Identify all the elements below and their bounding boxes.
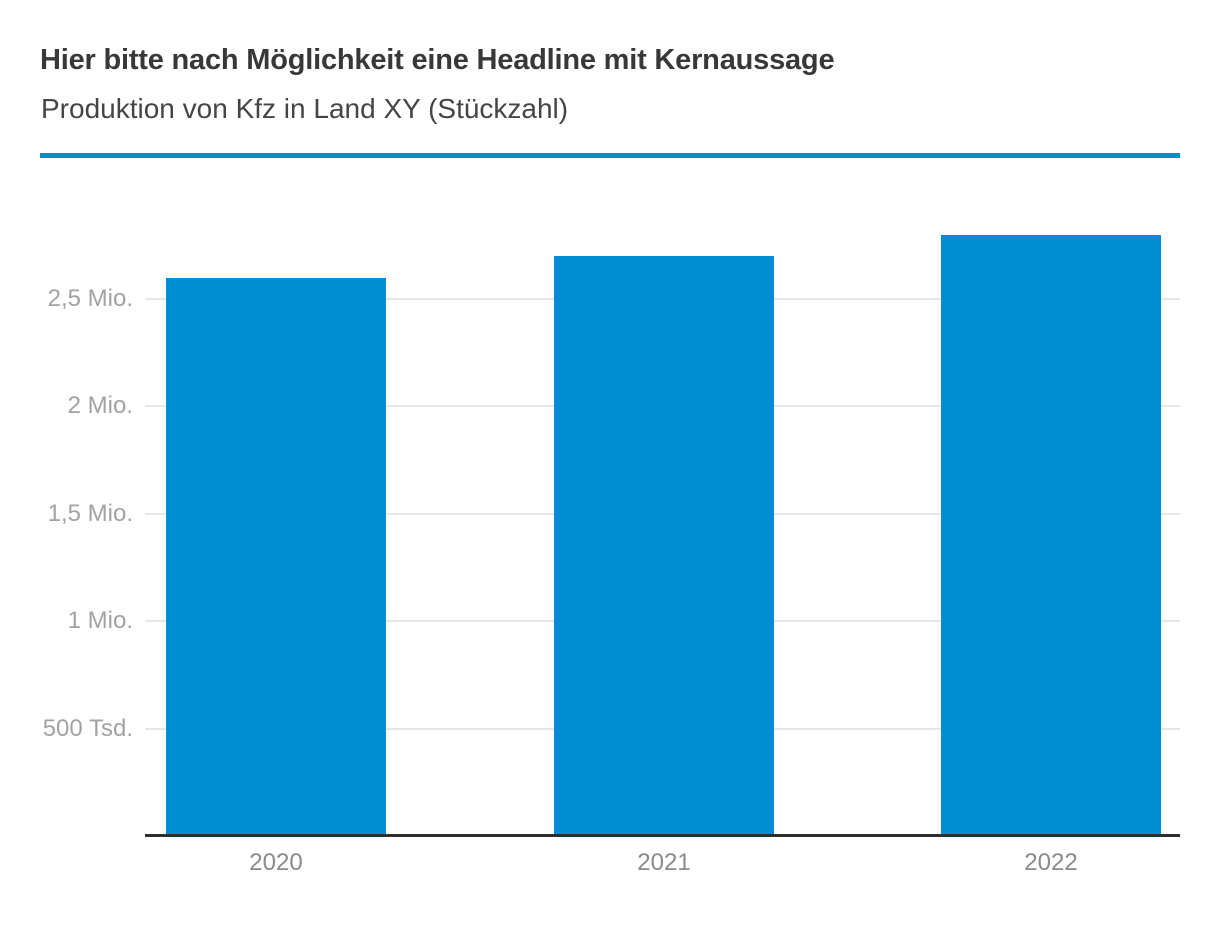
x-axis-tick-label: 2021	[637, 849, 691, 876]
bar-2020	[166, 278, 386, 835]
y-axis-tick-label: 500 Tsd.	[42, 715, 133, 742]
page-subtitle: Produktion von Kfz in Land XY (Stückzahl…	[41, 93, 569, 124]
y-axis-tick-label: 2,5 Mio.	[47, 285, 133, 312]
y-axis-tick-label: 2 Mio.	[67, 392, 133, 419]
accent-divider	[40, 153, 1180, 158]
y-axis-tick-label: 1,5 Mio.	[47, 500, 133, 527]
page-title: Hier bitte nach Möglichkeit eine Headlin…	[40, 44, 835, 76]
x-axis-tick-label: 2020	[249, 849, 303, 876]
bar-2021	[554, 256, 774, 835]
y-axis-tick-label: 1 Mio.	[67, 607, 133, 634]
x-axis-tick-label: 2022	[1024, 849, 1078, 876]
bar-2022	[941, 235, 1161, 835]
x-axis-line	[145, 834, 1180, 837]
